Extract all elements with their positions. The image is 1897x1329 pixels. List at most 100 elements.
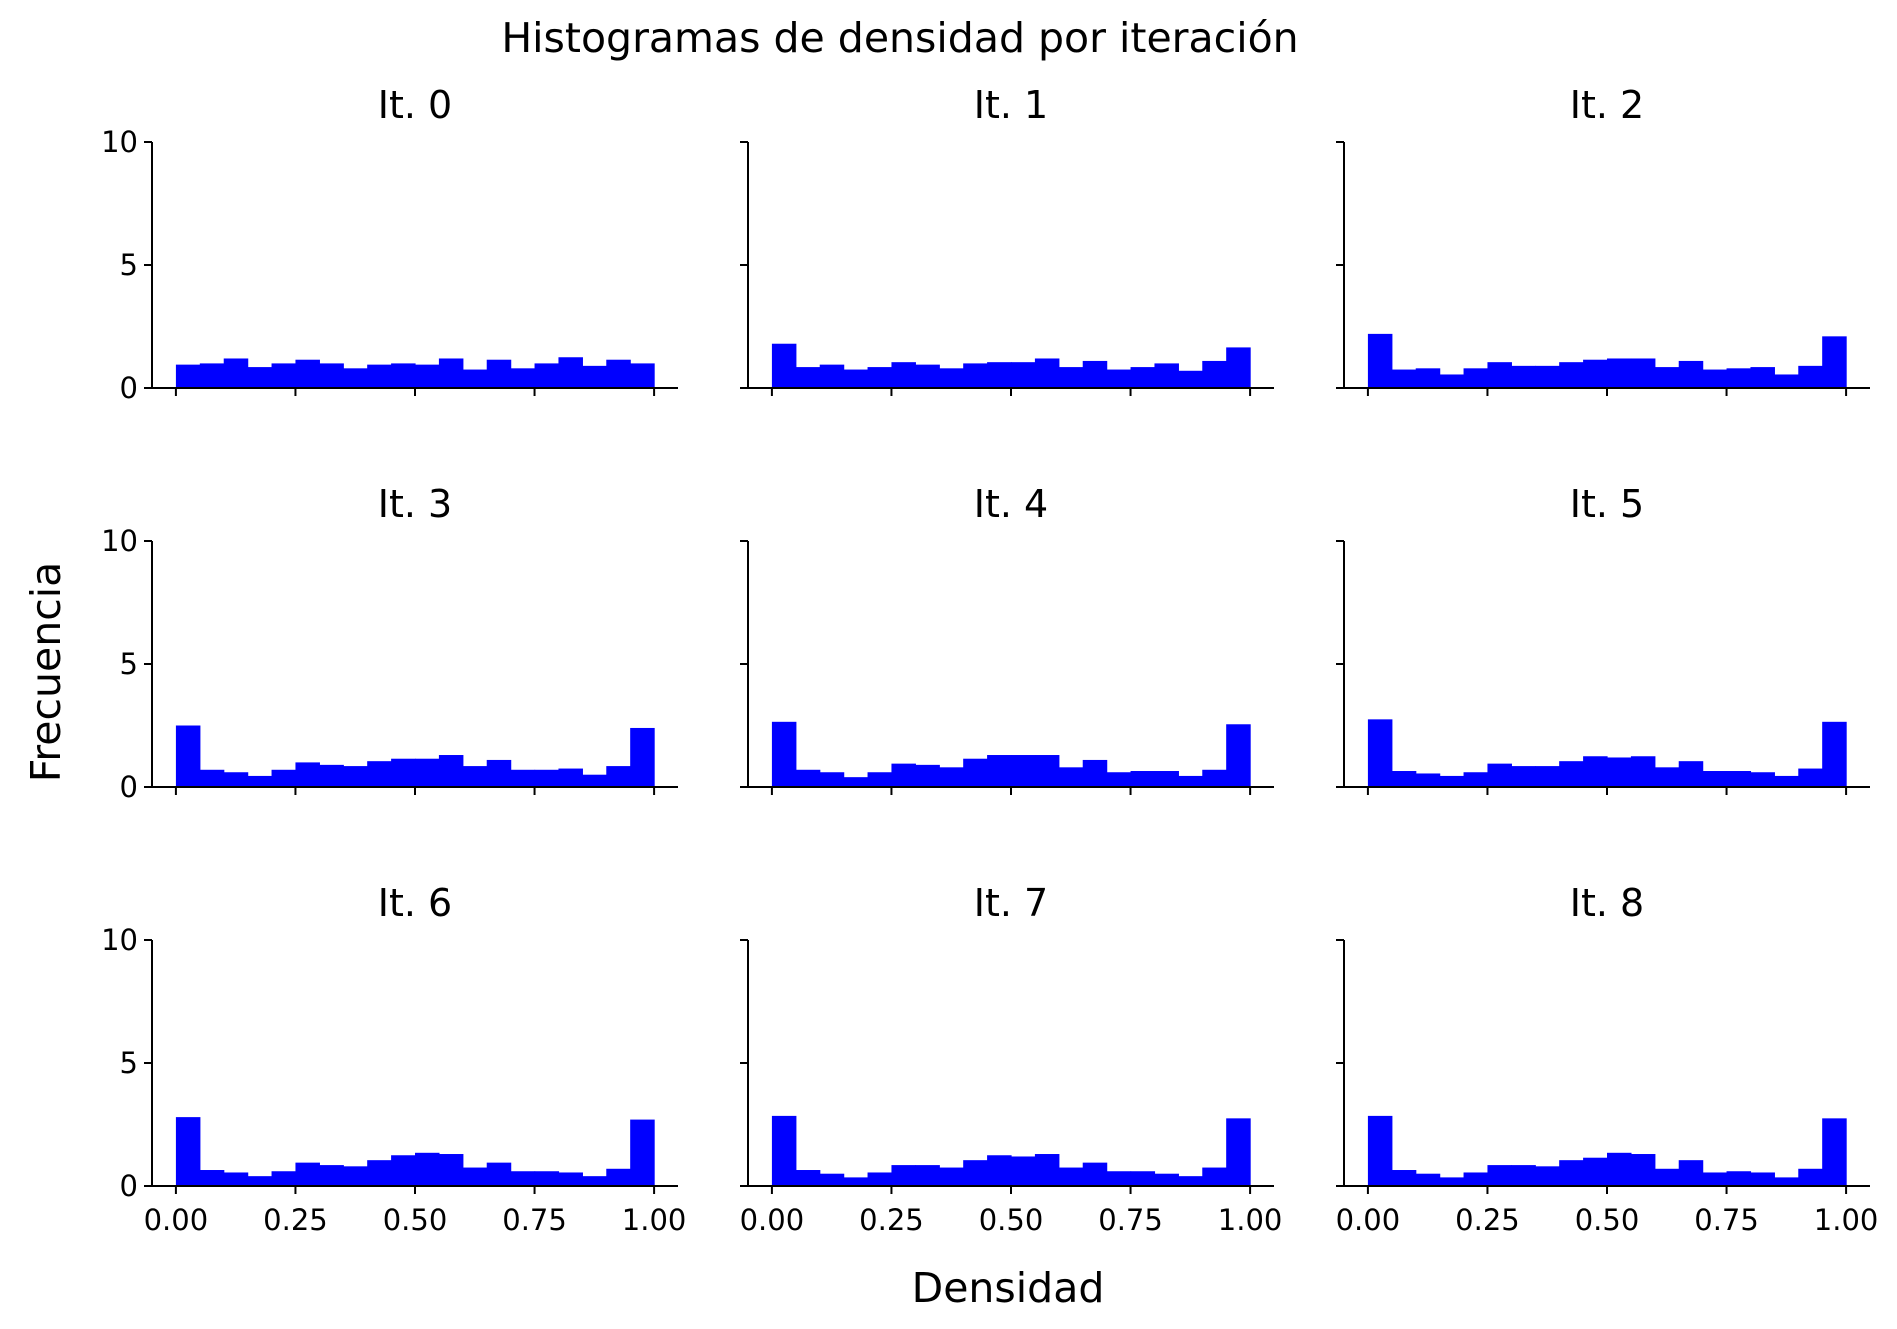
histogram-bar [319, 363, 344, 388]
histogram-bar [1106, 772, 1132, 787]
x-tick-label: 0.75 [1098, 1203, 1163, 1237]
histogram-bar [1583, 1157, 1608, 1186]
histogram-bar [1654, 1168, 1680, 1186]
histogram-bar [1130, 771, 1156, 787]
histogram-bar [1559, 761, 1584, 787]
histogram-bar [1367, 1115, 1393, 1186]
histogram-bar [223, 1172, 249, 1186]
histogram-bar [510, 368, 536, 388]
histogram-bar [438, 1154, 464, 1186]
histogram-bar [486, 759, 512, 787]
x-tick-label: 0.00 [740, 1203, 805, 1237]
histogram-bar [606, 1168, 631, 1186]
histogram-bar [1154, 1173, 1179, 1186]
histogram-bar [1583, 359, 1608, 388]
histogram-bar [1798, 365, 1823, 388]
histogram-bar [891, 763, 916, 787]
histogram-bar [1130, 367, 1156, 388]
histogram-bar [199, 363, 225, 388]
histogram-bar [582, 1176, 607, 1186]
histogram-bar [1487, 1165, 1512, 1186]
histogram-bar [223, 358, 249, 388]
y-tick-label: 0 [120, 1169, 138, 1203]
histogram-bar [1130, 1171, 1156, 1186]
histogram-bar [175, 725, 201, 787]
panel-title: It. 8 [1570, 881, 1644, 925]
histogram-bar [534, 363, 560, 388]
histogram-bar [175, 364, 201, 388]
histogram-bar [1535, 365, 1560, 388]
histogram-bar [558, 1172, 583, 1186]
histogram-bar [1011, 1156, 1036, 1186]
histogram-bar [1774, 775, 1799, 787]
histogram-bar [1702, 771, 1728, 787]
histogram-bar [1822, 721, 1847, 787]
histogram-bar [1487, 763, 1512, 787]
x-tick-label: 0.25 [263, 1203, 328, 1237]
panel-title: It. 2 [1570, 83, 1644, 127]
histogram-bar [391, 1155, 416, 1186]
histogram-bar [438, 755, 464, 787]
x-tick-label: 0.75 [502, 1203, 567, 1237]
histogram-bar [1034, 358, 1060, 388]
x-tick-label: 1.00 [622, 1203, 687, 1237]
histogram-bar [295, 762, 320, 787]
y-tick-label: 10 [101, 125, 138, 159]
histogram-bar [1178, 370, 1203, 388]
histogram-bar [1106, 369, 1132, 388]
y-tick-label: 10 [101, 923, 138, 957]
histogram-bar [1535, 766, 1560, 787]
histogram-bar [963, 363, 988, 388]
histogram-bar [939, 767, 964, 787]
histogram-bar [319, 764, 344, 787]
y-tick-label: 10 [101, 524, 138, 558]
histogram-bar [1439, 775, 1465, 787]
histogram-bar [1391, 771, 1417, 787]
histogram-bar [534, 1171, 560, 1186]
panel-title: It. 5 [1570, 482, 1644, 526]
histogram-bar [415, 364, 440, 388]
histogram-bar [582, 365, 607, 388]
histogram-bar [1535, 1166, 1560, 1186]
histogram-bar [558, 768, 583, 787]
histogram-bar [1367, 333, 1393, 388]
histogram-bar [1726, 771, 1752, 787]
histogram-bar [1082, 360, 1108, 388]
x-tick-label: 0.50 [383, 1203, 448, 1237]
histogram-bar [247, 775, 273, 787]
histogram-bar [1487, 362, 1512, 388]
histogram-bar [486, 1162, 512, 1186]
histogram-bar [1750, 1172, 1775, 1186]
histogram-bar [199, 769, 225, 787]
histogram-bar [1750, 367, 1775, 388]
histogram-bar [1630, 756, 1656, 787]
histogram-bar [462, 369, 488, 388]
y-tick-label: 5 [120, 647, 138, 681]
histogram-bar [1058, 367, 1084, 388]
histogram-bar [1058, 767, 1084, 787]
histogram-bar [175, 1117, 201, 1186]
histogram-bar [819, 1173, 845, 1186]
histogram-bar [271, 769, 297, 787]
histogram-bar [486, 359, 512, 388]
histogram-bar [1106, 1171, 1132, 1186]
panel-title: It. 7 [974, 881, 1048, 925]
histogram-bar [247, 367, 273, 388]
histogram-bar [1226, 1118, 1251, 1186]
histogram-bar [963, 758, 988, 787]
histogram-bar [1415, 1173, 1441, 1186]
histogram-bar [867, 1172, 893, 1186]
histogram-bar [819, 364, 845, 388]
histogram-bar [1774, 1177, 1799, 1186]
histogram-bar [391, 363, 416, 388]
histogram-bar [415, 1152, 440, 1186]
histogram-bar [915, 1165, 940, 1186]
histogram-bar [1678, 360, 1704, 388]
x-axis-label: Densidad [911, 1264, 1105, 1312]
histogram-bar [987, 1155, 1012, 1186]
histogram-bar [606, 766, 631, 787]
histogram-bar [247, 1176, 273, 1186]
histogram-bar [939, 368, 964, 388]
histogram-bar [510, 769, 536, 787]
histogram-bar [771, 343, 797, 388]
